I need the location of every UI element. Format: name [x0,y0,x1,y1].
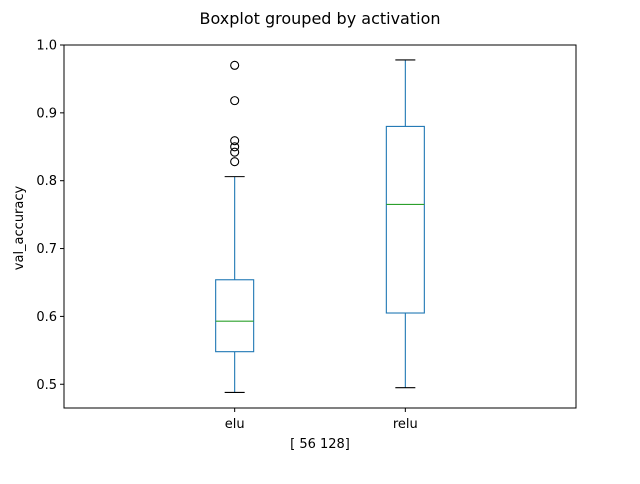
outlier-elu [230,136,240,146]
y-axis-label: val_accuracy [12,185,27,270]
outlier-elu [230,147,240,157]
box-relu [385,125,425,314]
axes-frame [63,44,577,409]
y-tick-label: 0.6 [36,310,57,325]
chart-title: Boxplot grouped by activation [200,9,441,28]
y-tick-label: 1.0 [36,39,57,54]
y-tick-label: 0.9 [36,106,57,121]
outlier-elu [230,60,240,70]
x-tick-label-relu: relu [393,417,418,432]
y-tick-label: 0.7 [36,242,57,257]
y-tick-label: 0.8 [36,174,57,189]
outlier-elu [230,142,240,152]
y-tick-label: 0.5 [36,378,57,393]
box-elu [215,279,255,353]
x-axis-label: [ 56 128] [290,437,350,452]
x-tick-label-elu: elu [225,417,245,432]
outlier-elu [230,157,240,167]
outlier-elu [230,96,240,106]
plot-area: 0.5 0.6 0.7 0.8 0.9 1.0 elu relu [36,39,577,432]
